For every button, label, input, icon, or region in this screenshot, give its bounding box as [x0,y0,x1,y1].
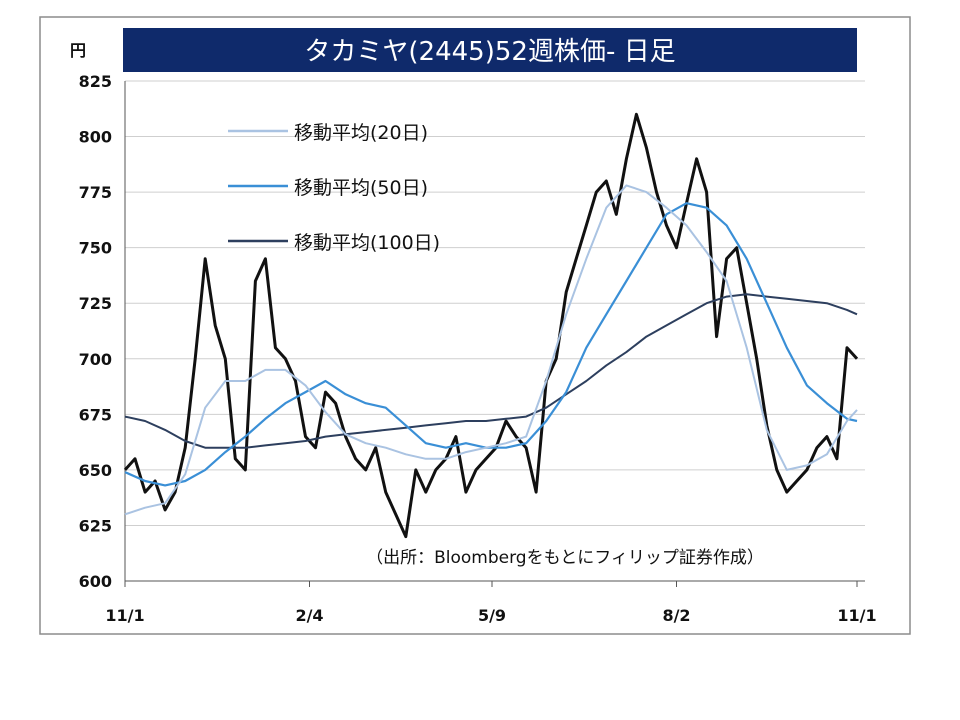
legend-item-ma50: 移動平均(50日) [228,177,428,199]
series-line-ma100 [124,293,858,449]
series-line-price [123,112,859,539]
chart-border [39,16,911,635]
y-tick-label: 725 [79,294,112,313]
x-tick-label: 8/2 [662,606,690,625]
x-tick-label: 11/1 [837,606,876,625]
legend: 移動平均(20日) 移動平均(50日) 移動平均(100日) [228,122,440,254]
y-axis-unit: 円 [70,41,86,60]
y-tick-label: 625 [79,516,112,535]
title-banner [123,28,857,72]
legend-label-ma20: 移動平均(20日) [294,122,428,144]
y-tick-label: 775 [79,183,112,202]
series-line-ma50 [124,202,858,487]
x-tick-label: 2/4 [295,606,323,625]
axes [124,81,865,582]
series-line-ma20 [124,184,858,516]
y-tick-label: 700 [79,350,112,369]
x-tick-label: 11/1 [105,606,144,625]
legend-item-ma100: 移動平均(100日) [228,232,440,254]
x-tick-label: 5/9 [478,606,506,625]
chart-title: タカミヤ(2445)52週株価- 日足 [304,37,675,67]
y-tick-labels: 600 625 650 675 700 725 750 775 800 825 [79,72,112,591]
source-note: （出所：Bloombergをもとにフィリップ証券作成） [366,548,764,568]
legend-label-ma100: 移動平均(100日) [294,232,440,254]
y-tick-label: 650 [79,461,112,480]
x-tick-labels: 11/1 2/4 5/9 8/2 11/1 [105,581,877,625]
series-lines [123,112,859,539]
y-tick-label: 750 [79,239,112,258]
y-tick-label: 825 [79,72,112,91]
y-tick-label: 600 [79,572,112,591]
legend-item-ma20: 移動平均(20日) [228,122,428,144]
y-tick-label: 800 [79,128,112,147]
y-tick-label: 675 [79,405,112,424]
legend-label-ma50: 移動平均(50日) [294,177,428,199]
